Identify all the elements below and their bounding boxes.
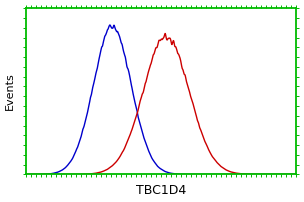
Y-axis label: Events: Events bbox=[5, 73, 15, 110]
X-axis label: TBC1D4: TBC1D4 bbox=[136, 184, 186, 197]
